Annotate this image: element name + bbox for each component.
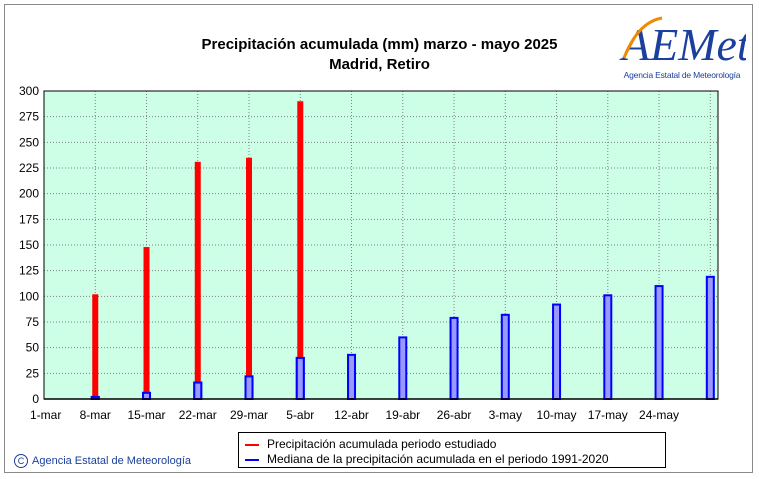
chart-title: Precipitación acumulada (mm) marzo - may… <box>201 36 558 53</box>
x-tick-label: 26-abr <box>437 408 472 422</box>
y-tick-label: 300 <box>19 84 39 98</box>
x-tick-label: 22-mar <box>179 408 217 422</box>
x-tick-label: 1-mar <box>30 408 61 422</box>
aemet-logo-subtext: Agencia Estatal de Meteorología <box>623 70 741 80</box>
y-tick-label: 200 <box>19 187 39 201</box>
precip-bar <box>143 247 150 399</box>
median-bar <box>705 275 715 400</box>
legend-label-precip: Precipitación acumulada periodo estudiad… <box>267 437 497 451</box>
x-tick-label: 15-mar <box>128 408 166 422</box>
precip-bar <box>246 157 253 399</box>
y-tick-label: 150 <box>19 238 39 252</box>
median-bar <box>347 353 357 400</box>
copyright-icon: C <box>14 454 28 468</box>
y-tick-label: 275 <box>19 110 39 124</box>
median-bar <box>603 294 613 401</box>
x-tick-label: 5-abr <box>286 408 314 422</box>
x-tick-label: 8-mar <box>80 408 111 422</box>
x-tick-label: 10-may <box>537 408 577 422</box>
median-bar-overlay <box>244 375 254 400</box>
chart-legend: Precipitación acumulada periodo estudiad… <box>238 432 666 468</box>
y-tick-label: 250 <box>19 135 39 149</box>
precipitation-chart: 0 25 50 75 100 125 150 175 200 225 250 275 300 1-mar 8… <box>19 84 719 422</box>
legend-swatch-precip <box>245 444 259 446</box>
y-tick-label: 75 <box>26 315 40 329</box>
chart-subtitle: Madrid, Retiro <box>329 56 430 73</box>
precip-bar <box>194 161 201 399</box>
y-tick-label: 125 <box>19 264 39 278</box>
copyright-text: Agencia Estatal de Meteorología <box>32 454 191 467</box>
legend-label-median: Mediana de la precipitación acumulada en… <box>267 452 609 466</box>
x-tick-label: 12-abr <box>334 408 369 422</box>
median-bar-overlay <box>193 381 203 400</box>
median-bar <box>500 313 510 400</box>
aemet-logo: AEMet <box>619 16 746 70</box>
precip-bar <box>92 294 99 399</box>
y-tick-label: 25 <box>26 366 40 380</box>
x-tick-label: 17-may <box>588 408 628 422</box>
precip-bar <box>297 101 304 400</box>
median-bar <box>654 285 664 401</box>
median-bar <box>552 303 562 400</box>
x-tick-label: 29-mar <box>230 408 268 422</box>
y-tick-label: 0 <box>32 392 39 406</box>
x-tick-label: 24-may <box>639 408 679 422</box>
median-bar-overlay <box>295 356 305 400</box>
median-bar <box>398 336 408 400</box>
y-tick-label: 175 <box>19 212 39 226</box>
legend-swatch-median <box>245 459 259 461</box>
median-bar-overlay <box>142 391 152 400</box>
copyright-notice: C Agencia Estatal de Meteorología <box>14 454 191 468</box>
x-tick-label: 3-may <box>489 408 522 422</box>
x-tick-label: 19-abr <box>385 408 420 422</box>
y-tick-label: 50 <box>26 341 40 355</box>
aemet-logo-text: AEMet <box>619 19 746 70</box>
median-bar <box>449 316 459 401</box>
y-tick-label: 225 <box>19 161 39 175</box>
y-tick-label: 100 <box>19 289 39 303</box>
